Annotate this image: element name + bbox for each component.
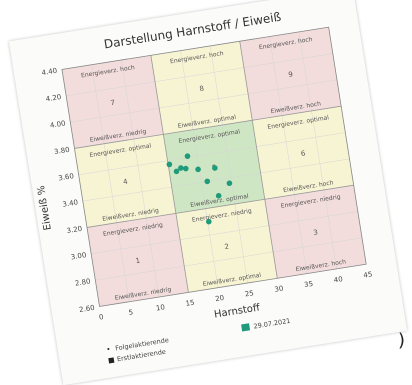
zone-cell-8 <box>150 41 253 135</box>
data-point <box>184 153 191 159</box>
zone-cell-6 <box>252 106 354 200</box>
zone-boundary-line <box>86 184 354 228</box>
y-grid-line <box>95 237 363 281</box>
y-tick-label: 4.20 <box>45 93 62 103</box>
x-tick-label: 25 <box>244 289 254 298</box>
x-axis-label: Harnstoff <box>213 302 261 320</box>
zone-number: 8 <box>199 84 205 93</box>
x-grid-line <box>298 31 337 269</box>
legend: • Folgelaktierende■ Erstlaktierende29.07.2… <box>106 317 291 365</box>
legend-label: 29.07.2021 <box>253 317 291 331</box>
x-grid-line <box>120 59 160 298</box>
y-tick-label: 3.40 <box>62 198 79 208</box>
zone-number: 2 <box>224 243 230 252</box>
data-point <box>183 165 189 172</box>
zone-number: 4 <box>123 177 129 186</box>
data-point <box>166 161 173 168</box>
zone-cell-4 <box>74 134 176 228</box>
chart: Darstellung Harnstoff / Eiweiß Energieve… <box>36 10 373 365</box>
x-tick-label: 40 <box>333 275 343 284</box>
x-tick-label: 0 <box>98 313 104 322</box>
data-point <box>215 192 222 199</box>
data-point <box>204 178 211 185</box>
y-grid-line <box>70 79 338 123</box>
y-grid-line <box>82 158 350 202</box>
data-point <box>212 165 218 171</box>
data-point <box>226 180 233 187</box>
y-grid-line <box>78 132 346 176</box>
y-tick-label: 3.00 <box>70 251 87 261</box>
legend-marker: • <box>106 345 111 354</box>
plot-frame <box>61 26 367 307</box>
data-point <box>205 218 212 225</box>
y-tick-label: 3.20 <box>66 225 83 235</box>
zone-cell-9 <box>239 27 342 121</box>
x-tick-label: 5 <box>128 308 134 317</box>
zone-number: 6 <box>300 149 306 158</box>
x-tick-label: 20 <box>215 294 225 303</box>
zone-boundary-line <box>150 55 189 293</box>
zone-cell-2 <box>175 199 278 293</box>
x-grid-line <box>209 45 248 284</box>
report-page: Darstellung Harnstoff / Eiweiß Energieve… <box>8 0 408 385</box>
zone-number: 9 <box>288 70 294 79</box>
zone-cell-1 <box>86 213 189 307</box>
zone-number: 3 <box>313 228 319 237</box>
x-grid-line <box>269 36 308 274</box>
x-tick-label: 30 <box>274 285 284 294</box>
y-tick-label: 3.80 <box>54 146 71 156</box>
zone-cell-7 <box>61 55 164 149</box>
y-grid-line <box>66 53 333 96</box>
zone-number: 1 <box>135 257 141 266</box>
y-tick-label: 3.60 <box>58 172 75 182</box>
x-grid-line <box>91 64 130 302</box>
y-tick-label: 4.40 <box>41 67 58 77</box>
x-tick-label: 10 <box>155 303 165 312</box>
y-tick-label: 4.00 <box>49 119 66 129</box>
data-point <box>178 165 184 171</box>
data-point <box>173 168 180 175</box>
x-tick-label: 45 <box>363 270 373 279</box>
zone-number: 7 <box>110 99 116 108</box>
legend-swatch <box>241 323 251 332</box>
y-axis-label: Eiweiß % <box>36 185 54 231</box>
x-tick-label: 15 <box>185 299 195 308</box>
edge-glyph: ) <box>398 330 406 351</box>
data-point <box>195 166 201 173</box>
legend-marker: ■ <box>107 356 115 365</box>
y-tick-label: 2.60 <box>79 304 96 314</box>
y-tick-label: 2.80 <box>74 277 91 287</box>
zone-boundary-line <box>74 105 342 149</box>
zone-cell-3 <box>264 185 367 279</box>
x-tick-label: 35 <box>304 280 314 289</box>
zone-boundary-line <box>239 41 278 279</box>
y-grid-line <box>91 211 358 255</box>
